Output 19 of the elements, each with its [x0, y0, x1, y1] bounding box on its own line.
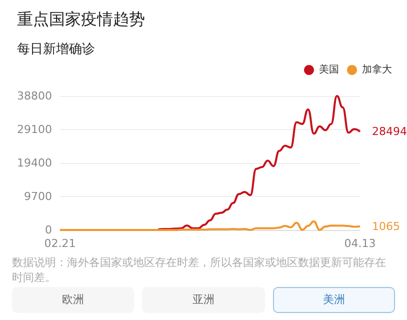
line-series [59, 220, 361, 231]
legend-label: 加拿大 [362, 64, 392, 76]
y-tick-label: 29100 [17, 123, 52, 136]
y-tick-label: 38800 [17, 90, 52, 102]
x-tick-label: 02.21 [44, 237, 76, 250]
chart-title: 重点国家疫情趋势 [17, 10, 145, 28]
chart-subtitle: 每日新增确诊 [17, 42, 95, 57]
tab-button: 美洲 [272, 287, 395, 313]
y-tick-label: 19400 [17, 156, 52, 170]
data-label: 1065 [372, 220, 400, 233]
y-tick-label: 0 [45, 224, 52, 236]
line-series [157, 95, 361, 230]
y-tick-label: 9700 [24, 190, 52, 203]
legend-label: 美国 [319, 64, 339, 76]
tab-button: 亚洲 [142, 287, 265, 313]
data-label: 28494 [372, 125, 407, 138]
tab-button: 欧洲 [12, 287, 134, 313]
text: 数据说明：海外各国家或地区存在时差，所以各国家或地区数据更新可能存在时间差。 [11, 255, 387, 286]
x-tick-label: 04.13 [344, 237, 376, 250]
